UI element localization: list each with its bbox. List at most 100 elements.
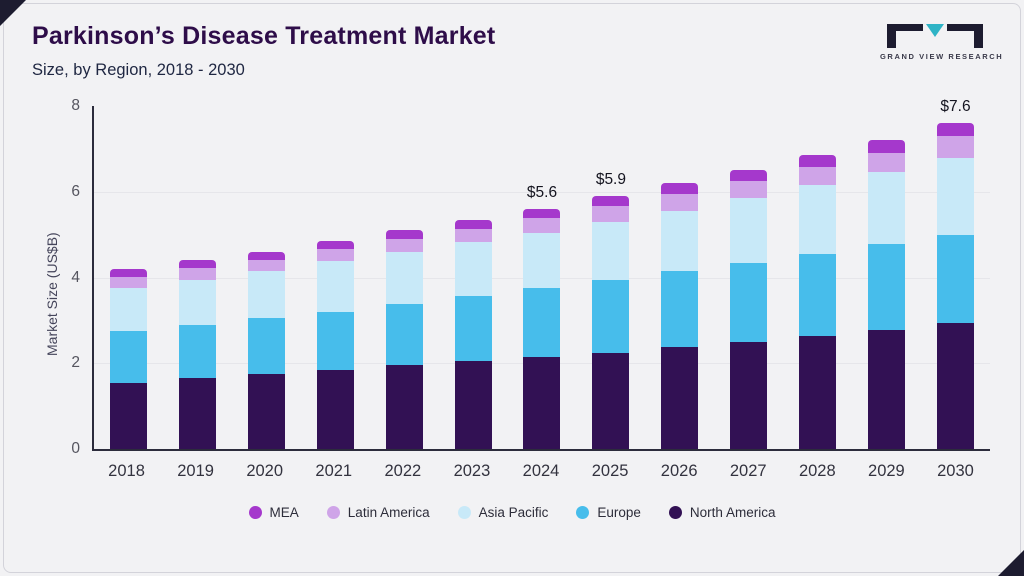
bar-2022-latin-america — [385, 238, 423, 252]
bar-stack-2018 — [109, 106, 147, 449]
bar-2023-north-america — [454, 361, 492, 449]
bar-2021-europe — [316, 311, 354, 370]
y-tick-2: 2 — [71, 354, 80, 372]
legend-label-mea: MEA — [269, 505, 299, 520]
bar-stack-2022 — [385, 106, 423, 449]
page-subtitle: Size, by Region, 2018 - 2030 — [32, 61, 245, 79]
legend-swatch-latin-america — [326, 506, 340, 519]
bar-stack-2030 — [937, 106, 975, 449]
bar-value-label-2024: $5.6 — [526, 183, 558, 201]
legend-item-asia-pacific: Asia Pacific — [457, 505, 548, 520]
x-tick-2030: 2030 — [937, 462, 974, 480]
bar-stack-2027 — [730, 106, 768, 449]
bar-2025-asia-pacific — [592, 221, 630, 280]
x-tick-2022: 2022 — [384, 462, 422, 480]
bar-2024-asia-pacific — [523, 232, 561, 289]
bar-2029-asia-pacific — [868, 172, 906, 245]
legend-label-europe: Europe — [597, 505, 641, 520]
bar-2029-europe — [868, 244, 906, 330]
chart-header: Parkinson’s Disease Treatment Market Siz… — [32, 22, 864, 80]
bar-stack-2024 — [523, 106, 561, 449]
bar-2024-europe — [523, 288, 561, 357]
bar-2025: $5.9 — [576, 106, 645, 449]
bar-2018-asia-pacific — [109, 288, 147, 332]
x-tick-2024: 2024 — [522, 462, 560, 480]
bar-2023-asia-pacific — [454, 242, 492, 296]
bar-2026-asia-pacific — [661, 211, 699, 272]
bar-2028-europe — [799, 253, 837, 337]
bar-stack-2025 — [592, 106, 630, 449]
bar-2021-mea — [316, 241, 354, 250]
bar-2028-mea — [799, 155, 837, 168]
bar-2028 — [783, 106, 852, 449]
bar-2021 — [301, 106, 370, 449]
bar-2027-mea — [730, 170, 768, 182]
plot-area: 0 2 4 6 8 $5.6 $5.9 $7.6 — [71, 97, 990, 457]
bar-2027 — [714, 106, 783, 449]
bar-2019-latin-america — [178, 268, 216, 280]
legend: MEA Latin America Asia Pacific Europe North … — [30, 505, 994, 520]
bar-2019-mea — [178, 260, 216, 269]
bar-2030-mea — [937, 123, 975, 137]
bar-2021-latin-america — [316, 249, 354, 262]
logo-text: GRAND VIEW RESEARCH — [880, 52, 1004, 61]
bar-2020 — [232, 106, 301, 449]
bar-2027-asia-pacific — [730, 198, 768, 263]
corner-decoration-bottom-right — [998, 550, 1024, 576]
page-title: Parkinson’s Disease Treatment Market — [32, 22, 496, 50]
legend-swatch-north-america — [668, 506, 682, 519]
x-tick-2028: 2028 — [798, 462, 836, 480]
y-tick-0: 0 — [71, 440, 80, 457]
bar-2019-north-america — [178, 378, 216, 449]
bar-value-label-2025: $5.9 — [595, 171, 626, 189]
bar-2027-latin-america — [730, 181, 768, 199]
bar-2022-north-america — [385, 365, 423, 449]
bar-2019-asia-pacific — [178, 279, 216, 325]
legend-label-latin-america: Latin America — [347, 505, 430, 520]
bar-2020-europe — [247, 318, 285, 374]
bar-2023-mea — [454, 219, 492, 229]
bar-stack-2021 — [316, 106, 354, 449]
bar-value-label-2030: $7.6 — [940, 98, 971, 116]
corner-decoration-top-left — [0, 0, 26, 26]
bar-2020-latin-america — [247, 259, 285, 272]
bar-2029 — [852, 106, 921, 449]
bar-2020-mea — [247, 251, 285, 260]
bar-2021-asia-pacific — [316, 261, 354, 312]
bar-2027-europe — [730, 262, 768, 342]
bar-2024: $5.6 — [508, 106, 577, 449]
gridline-6 — [94, 191, 990, 193]
bar-2030-latin-america — [937, 136, 975, 159]
bar-2018 — [94, 106, 163, 449]
chart: Market Size (US$B) 0 2 4 6 8 $5.6 $5.9 $7.6 201… — [30, 97, 994, 520]
bar-stack-2023 — [454, 106, 492, 449]
bar-2023-latin-america — [454, 228, 492, 243]
bar-2024-north-america — [523, 356, 561, 449]
bar-stack-2020 — [247, 106, 285, 449]
bar-2025-north-america — [592, 352, 630, 449]
bar-2018-north-america — [109, 382, 147, 449]
legend-item-europe: Europe — [576, 505, 641, 520]
bar-2023-europe — [454, 295, 492, 362]
y-axis-label: Market Size (US$B) — [44, 232, 60, 356]
bar-2018-latin-america — [109, 276, 147, 289]
y-tick-6: 6 — [71, 182, 80, 200]
bar-2024-latin-america — [523, 218, 561, 233]
bar-2018-europe — [109, 331, 147, 383]
x-tick-2020: 2020 — [246, 462, 284, 480]
x-tick-2025: 2025 — [591, 462, 629, 480]
logo-mark-icon — [887, 24, 983, 48]
x-tick-2019: 2019 — [177, 462, 214, 480]
bar-2026-mea — [661, 183, 699, 194]
bar-2030-europe — [937, 234, 975, 323]
bar-2022-mea — [385, 230, 423, 239]
bar-2022-asia-pacific — [385, 251, 423, 305]
x-tick-2021: 2021 — [315, 462, 353, 480]
bar-2029-north-america — [868, 329, 906, 449]
x-axis-labels: 2018 2019 2020 2021 2022 2023 2024 2025 2026 2027… — [92, 462, 990, 481]
bar-2022 — [370, 106, 439, 449]
y-tick-4: 4 — [71, 268, 80, 286]
x-tick-2023: 2023 — [453, 462, 491, 480]
bar-2027-north-america — [730, 341, 768, 449]
bar-2028-north-america — [799, 336, 837, 449]
